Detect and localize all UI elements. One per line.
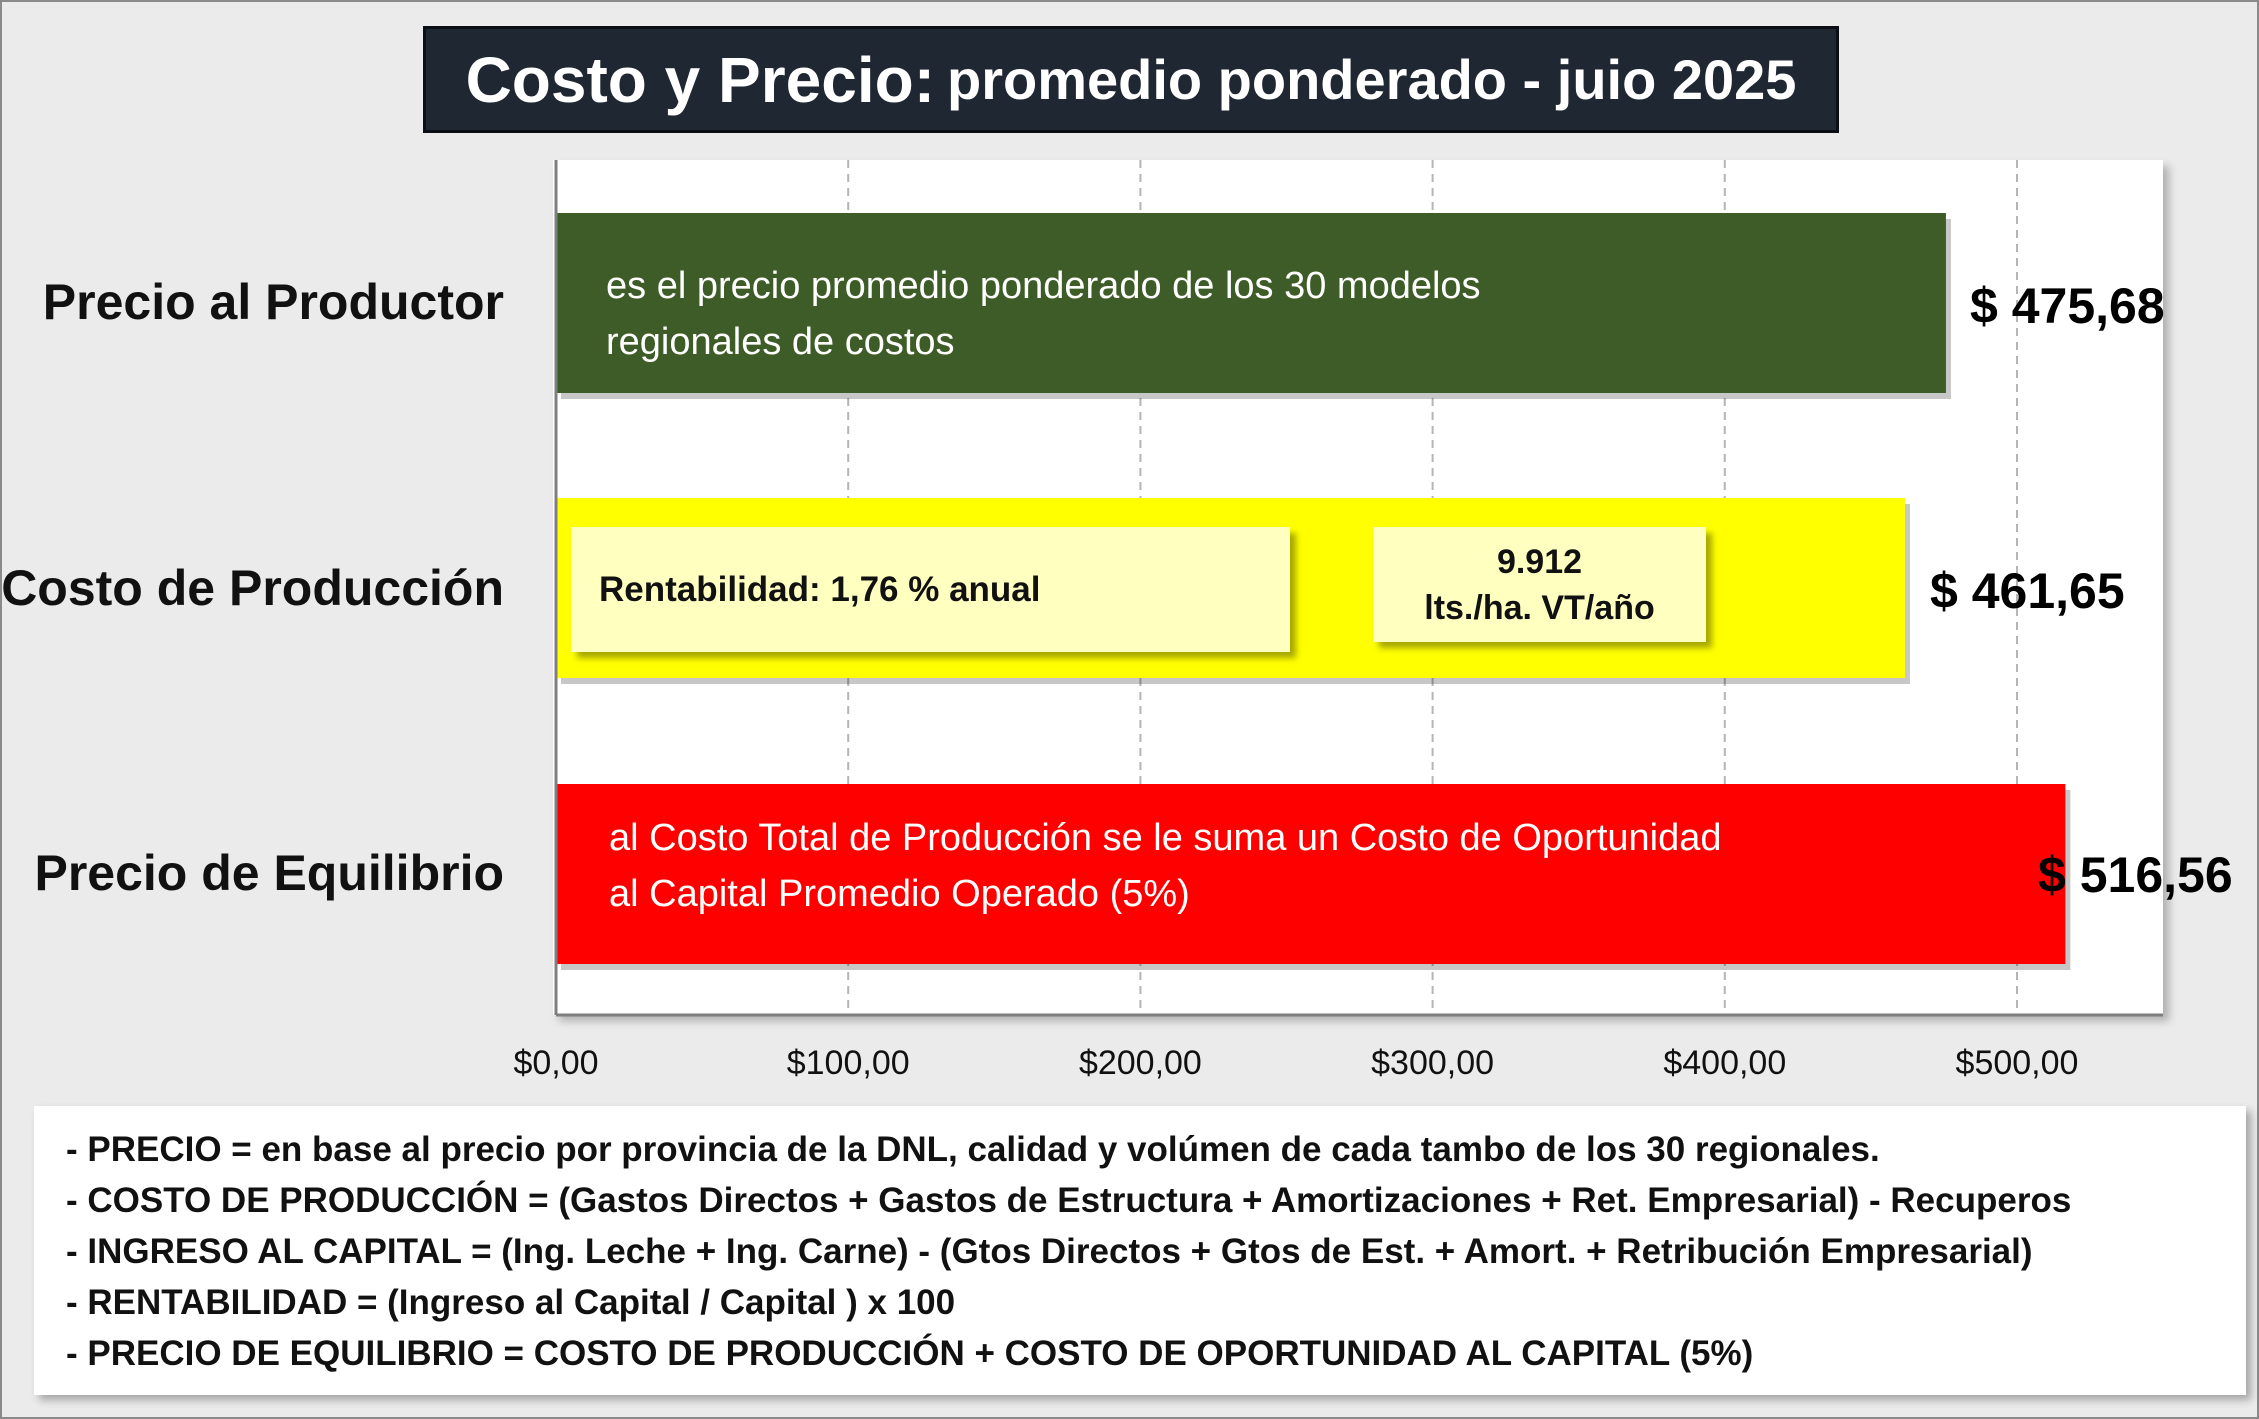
notes-box: - PRECIO = en base al precio por provinc… — [34, 1106, 2246, 1395]
produccion-value: 9.912 — [1496, 542, 1583, 581]
x-tick-label: $400,00 — [1663, 1044, 1787, 1082]
bar-text-precio-equilibrio: al Costo Total de Producción se le suma … — [609, 817, 1722, 915]
x-tick-label: $0,00 — [513, 1044, 599, 1082]
title-sub: promedio ponderado - juio 2025 — [947, 48, 1797, 111]
title-main: Costo y Precio: — [465, 43, 935, 116]
x-tick-label: $300,00 — [1371, 1044, 1495, 1082]
note-costo-produccion: - COSTO DE PRODUCCIÓN = (Gastos Directos… — [66, 1181, 2072, 1220]
bar-text-precio-productor: es el precio promedio ponderado de los 3… — [606, 265, 1481, 363]
x-tick-label: $100,00 — [786, 1044, 910, 1082]
chart-title: Costo y Precio: promedio ponderado - jui… — [423, 26, 1839, 133]
note-precio: - PRECIO = en base al precio por provinc… — [66, 1130, 1880, 1169]
category-label-costo-produccion: Costo de Producción — [1, 560, 504, 616]
category-label-precio-equilibrio: Precio de Equilibrio — [34, 845, 504, 901]
value-label-precio-productor: $ 475,68 — [1970, 278, 2165, 334]
value-label-precio-equilibrio: $ 516,56 — [2038, 847, 2233, 903]
value-label-costo-produccion: $ 461,65 — [1930, 563, 2125, 619]
x-tick-label: $500,00 — [1955, 1044, 2079, 1082]
produccion-unit: lts./ha. VT/año — [1424, 588, 1655, 627]
bar-3 — [556, 784, 2066, 964]
rentabilidad-box: Rentabilidad: 1,76 % anual — [571, 527, 1290, 652]
rentabilidad-text: Rentabilidad: 1,76 % anual — [599, 569, 1041, 609]
bar-1 — [556, 213, 1946, 393]
note-precio-equilibrio: - PRECIO DE EQUILIBRIO = COSTO DE PRODUC… — [66, 1334, 1754, 1373]
produccion-box: 9.912 lts./ha. VT/año — [1373, 527, 1706, 642]
note-ingreso-capital: - INGRESO AL CAPITAL = (Ing. Leche + Ing… — [66, 1232, 2033, 1271]
note-rentabilidad: - RENTABILIDAD = (Ingreso al Capital / C… — [66, 1283, 956, 1322]
x-tick-label: $200,00 — [1078, 1044, 1202, 1082]
category-label-precio-productor: Precio al Productor — [42, 274, 504, 330]
